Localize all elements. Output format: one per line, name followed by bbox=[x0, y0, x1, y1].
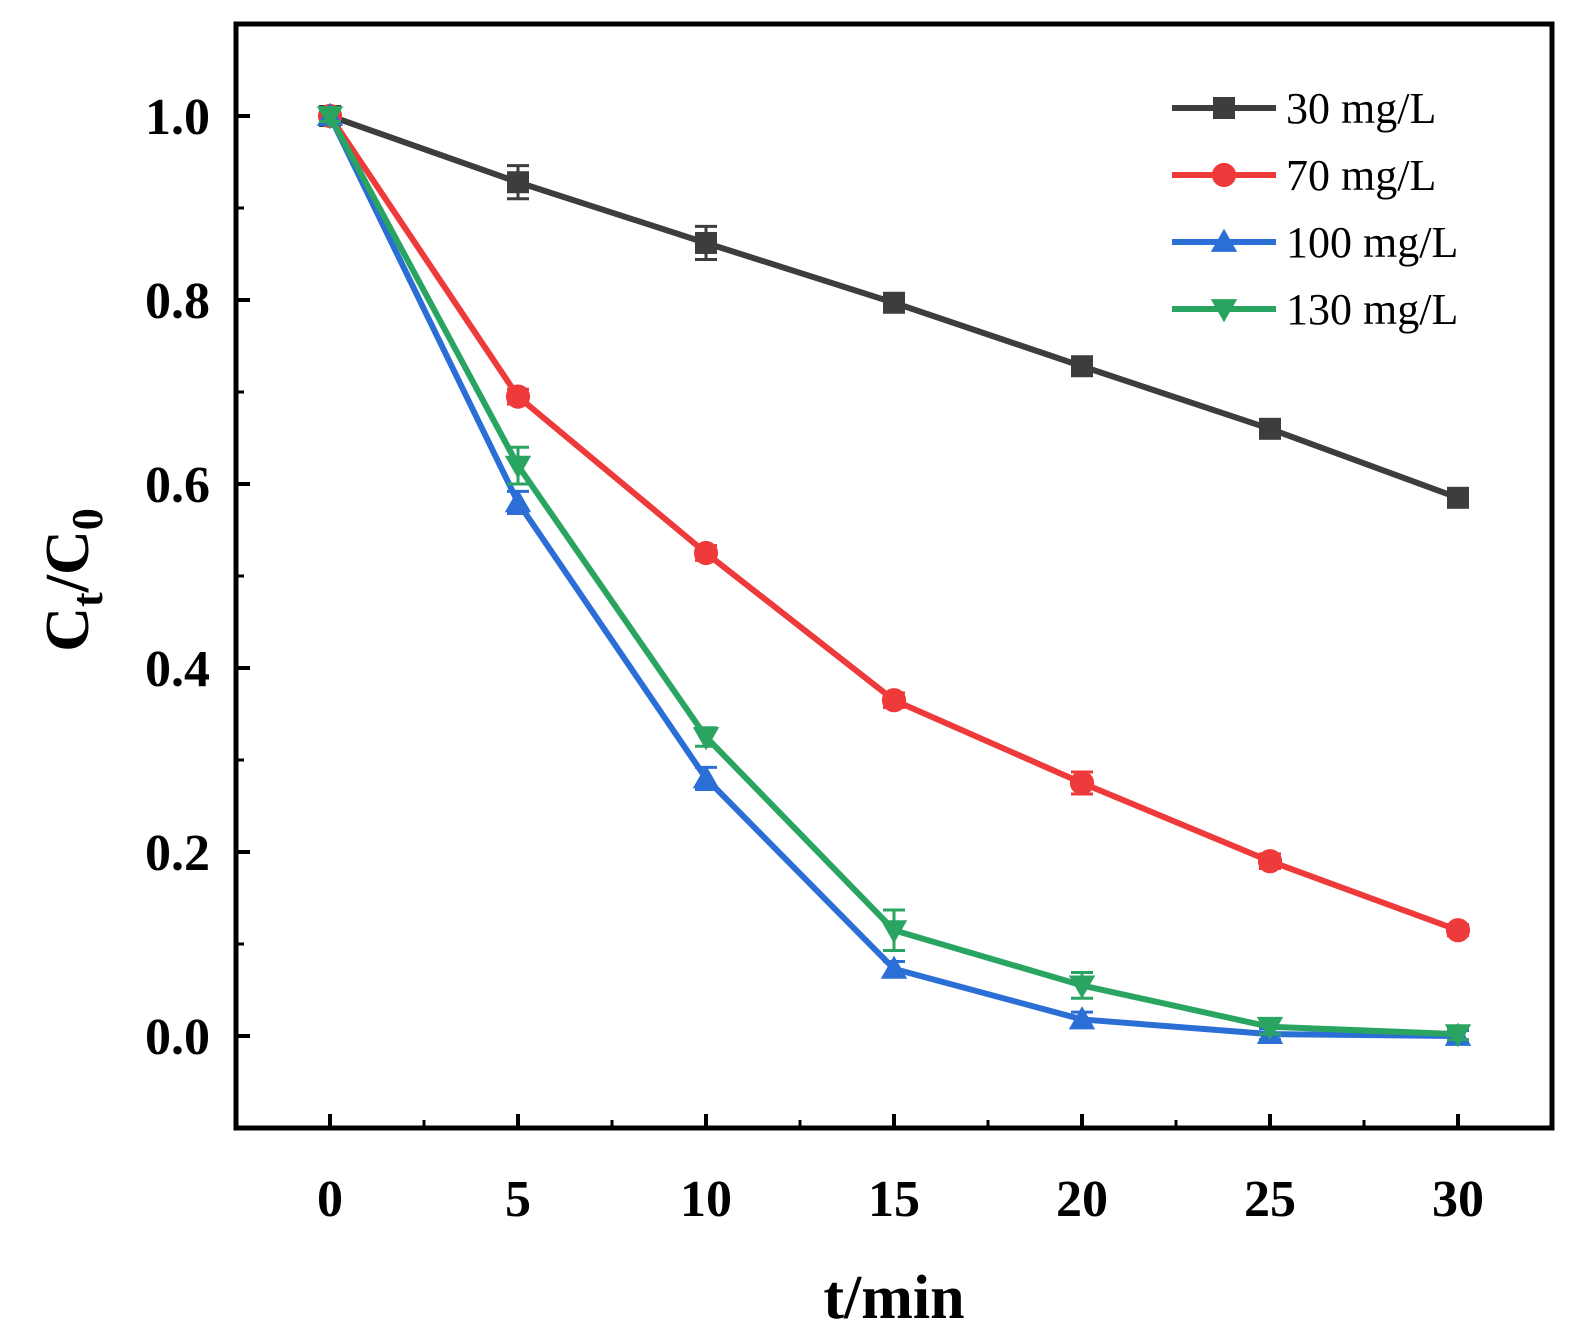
data-point bbox=[880, 920, 908, 944]
legend-marker bbox=[1210, 299, 1238, 323]
series-layer bbox=[316, 102, 1472, 1048]
y-tick-label: 0.2 bbox=[145, 825, 210, 882]
x-tick-label: 20 bbox=[1056, 1171, 1108, 1228]
y-axis-title-mid: /C bbox=[34, 530, 102, 593]
legend-label: 100 mg/L bbox=[1286, 218, 1458, 267]
x-axis-title: t/min bbox=[823, 1264, 964, 1332]
data-point bbox=[1256, 1016, 1284, 1040]
x-tick-label: 5 bbox=[505, 1171, 531, 1228]
x-tick-label: 0 bbox=[317, 1171, 343, 1228]
data-point bbox=[883, 291, 905, 314]
svg-text:Ct/C0: Ct/C0 bbox=[34, 508, 112, 651]
data-point bbox=[1068, 975, 1096, 999]
legend-item: 30 mg/L bbox=[1172, 84, 1436, 133]
y-tick-label: 0.8 bbox=[145, 273, 210, 330]
data-point bbox=[316, 106, 344, 130]
y-tick-label: 0.4 bbox=[145, 641, 210, 698]
data-point bbox=[1071, 355, 1093, 378]
legend-marker bbox=[1210, 228, 1238, 252]
data-point bbox=[504, 489, 532, 513]
x-tick-label: 10 bbox=[680, 1171, 732, 1228]
data-point bbox=[693, 540, 719, 566]
y-axis-title-sub2: 0 bbox=[63, 508, 112, 530]
data-point bbox=[692, 765, 720, 789]
legend-item: 130 mg/L bbox=[1172, 285, 1458, 334]
data-point bbox=[880, 955, 908, 979]
series-3 bbox=[316, 106, 1472, 1048]
series-0 bbox=[319, 105, 1469, 509]
data-point bbox=[695, 231, 717, 254]
data-point bbox=[1069, 770, 1095, 796]
legend-label: 30 mg/L bbox=[1286, 84, 1436, 133]
data-point bbox=[1447, 486, 1469, 509]
y-axis-title-sub1: t bbox=[63, 592, 112, 607]
y-tick-label: 1.0 bbox=[145, 89, 210, 146]
data-point bbox=[1257, 849, 1283, 874]
data-point bbox=[505, 384, 531, 409]
y-tick-label: 0.0 bbox=[145, 1009, 210, 1066]
data-point bbox=[504, 455, 532, 479]
legend-item: 70 mg/L bbox=[1172, 151, 1436, 200]
data-point bbox=[881, 688, 907, 713]
y-axis-title-main: C bbox=[34, 607, 102, 652]
axes-layer: 0 5 10 15 20 25 30 0.0 0.2 0.4 0.6 0.8 1.0 bbox=[145, 22, 1554, 1228]
x-tick-label: 25 bbox=[1244, 1171, 1296, 1228]
legend-marker bbox=[1213, 97, 1235, 119]
legend-item: 100 mg/L bbox=[1172, 218, 1458, 267]
y-tick-label: 0.6 bbox=[145, 457, 210, 514]
data-point bbox=[1444, 1024, 1472, 1048]
data-point bbox=[507, 171, 529, 194]
legend-label: 130 mg/L bbox=[1286, 285, 1458, 334]
data-point bbox=[692, 727, 720, 751]
data-point bbox=[1445, 918, 1471, 943]
data-point bbox=[1068, 1006, 1096, 1030]
x-tick-label: 30 bbox=[1432, 1171, 1484, 1228]
data-point bbox=[1259, 417, 1281, 440]
legend-label: 70 mg/L bbox=[1286, 151, 1436, 200]
y-axis-title: Ct/C0 bbox=[34, 508, 112, 651]
x-tick-label: 15 bbox=[868, 1171, 920, 1228]
legend: 30 mg/L 70 mg/L 100 mg/L 130 mg/L bbox=[1172, 84, 1458, 334]
legend-marker bbox=[1211, 162, 1237, 188]
